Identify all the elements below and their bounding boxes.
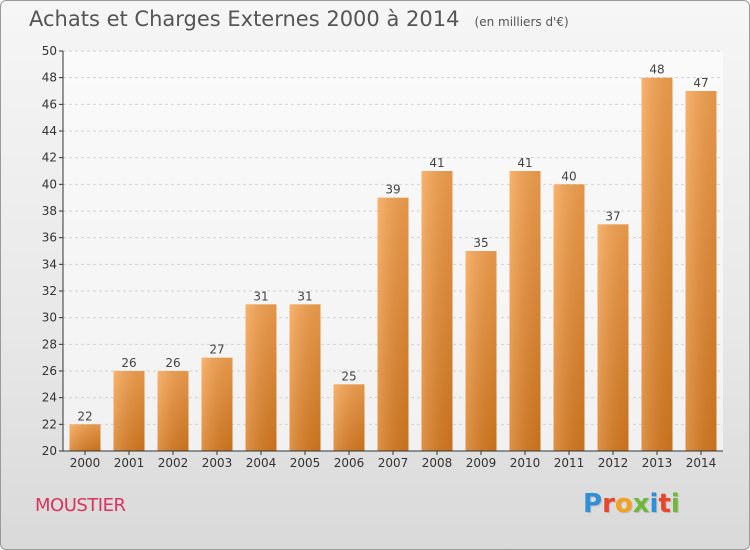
y-tick-label: 32: [42, 284, 57, 298]
x-tick-label: 2002: [158, 456, 189, 470]
x-tick-label: 2007: [378, 456, 409, 470]
bar-shade: [245, 304, 277, 451]
y-tick-label: 34: [42, 257, 57, 271]
y-tick-label: 48: [42, 71, 57, 85]
logo-letter: i: [649, 489, 659, 519]
bar-value-label: 40: [561, 169, 576, 183]
bar-shade: [421, 171, 453, 451]
bar-shade: [465, 251, 497, 451]
logo-letter: P: [583, 489, 603, 519]
town-name: MOUSTIER: [35, 495, 126, 516]
y-tick-label: 44: [42, 124, 57, 138]
x-tick-label: 2012: [598, 456, 629, 470]
y-tick-label: 42: [42, 151, 57, 165]
y-tick-label: 38: [42, 204, 57, 218]
bar-value-label: 47: [693, 76, 708, 90]
logo-letter: i: [670, 489, 680, 519]
bar-value-label: 48: [649, 63, 664, 77]
title-row: Achats et Charges Externes 2000 à 2014 (…: [29, 7, 569, 31]
x-tick-label: 2011: [554, 456, 585, 470]
x-tick-label: 2014: [686, 456, 717, 470]
bar-value-label: 26: [165, 356, 180, 370]
bar-value-label: 41: [517, 156, 532, 170]
x-tick-label: 2004: [246, 456, 277, 470]
x-tick-label: 2009: [466, 456, 497, 470]
bar-shade: [157, 371, 189, 451]
x-tick-label: 2013: [642, 456, 673, 470]
bar-shade: [597, 224, 629, 451]
bar-value-label: 37: [605, 209, 620, 223]
bar-value-label: 35: [473, 236, 488, 250]
y-tick-label: 36: [42, 231, 57, 245]
proxiti-logo: Proxiti: [583, 489, 680, 519]
x-tick-label: 2010: [510, 456, 541, 470]
bar-shade: [509, 171, 541, 451]
bar-shade: [377, 197, 409, 451]
x-tick-label: 2000: [70, 456, 101, 470]
chart-unit: (en milliers d'€): [474, 15, 569, 29]
bar-shade: [201, 357, 233, 451]
bar-shade: [113, 371, 145, 451]
y-tick-label: 40: [42, 177, 57, 191]
bar-value-label: 25: [341, 369, 356, 383]
y-tick-label: 50: [42, 44, 57, 58]
y-tick-label: 20: [42, 444, 57, 458]
bar-shade: [69, 424, 101, 451]
logo-letter: t: [658, 489, 671, 519]
x-tick-label: 2003: [202, 456, 233, 470]
bar-value-label: 22: [77, 409, 92, 423]
chart-title: Achats et Charges Externes 2000 à 2014: [29, 7, 460, 31]
bar-value-label: 31: [297, 289, 312, 303]
bar-shade: [289, 304, 321, 451]
logo-letter: o: [614, 489, 633, 519]
x-tick-label: 2001: [114, 456, 145, 470]
y-tick-label: 22: [42, 417, 57, 431]
x-tick-label: 2008: [422, 456, 453, 470]
y-tick-label: 28: [42, 337, 57, 351]
y-tick-label: 30: [42, 311, 57, 325]
bar-value-label: 26: [121, 356, 136, 370]
x-tick-label: 2005: [290, 456, 321, 470]
bar-value-label: 31: [253, 289, 268, 303]
x-tick-label: 2006: [334, 456, 365, 470]
bar-value-label: 39: [385, 183, 400, 197]
logo-letter: r: [602, 489, 615, 519]
bar-value-label: 41: [429, 156, 444, 170]
y-tick-label: 24: [42, 391, 57, 405]
bar-shade: [641, 77, 673, 452]
bar-shade: [553, 184, 585, 452]
bar-shade: [333, 384, 365, 451]
bar-value-label: 27: [209, 343, 224, 357]
logo-letter: x: [632, 489, 650, 519]
bar-shade: [685, 91, 717, 451]
y-tick-label: 26: [42, 364, 57, 378]
y-tick-label: 46: [42, 97, 57, 111]
